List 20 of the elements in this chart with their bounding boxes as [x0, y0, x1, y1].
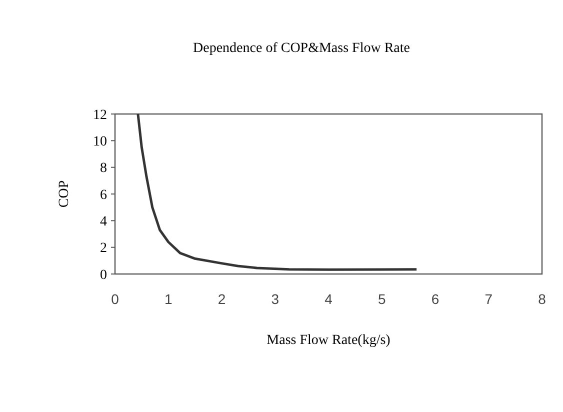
x-tick-label: 3 — [271, 291, 280, 307]
x-tick-label: 6 — [431, 291, 440, 307]
x-axis-title: Mass Flow Rate(kg/s) — [266, 333, 391, 348]
y-tick-label: 8 — [100, 161, 107, 176]
y-tick-label: 6 — [100, 188, 107, 203]
x-tick-label: 4 — [324, 291, 333, 307]
chart-title: Dependence of COP&Mass Flow Rate — [193, 41, 410, 56]
y-tick-label: 12 — [93, 108, 107, 123]
line-series — [136, 112, 418, 271]
x-tick-label: 8 — [538, 291, 546, 307]
x-tick-label: 5 — [378, 291, 386, 307]
x-tick-label: 2 — [218, 291, 226, 307]
y-tick-label: 4 — [100, 214, 107, 230]
y-tick-label: 10 — [93, 134, 107, 150]
y-tick-label: 0 — [100, 268, 107, 283]
x-tick-label: 7 — [484, 291, 493, 307]
y-axis-title: COP — [57, 180, 72, 208]
x-tick-label: 1 — [164, 291, 172, 307]
x-tick-label: 0 — [111, 291, 120, 307]
y-tick-label: 2 — [100, 241, 107, 256]
